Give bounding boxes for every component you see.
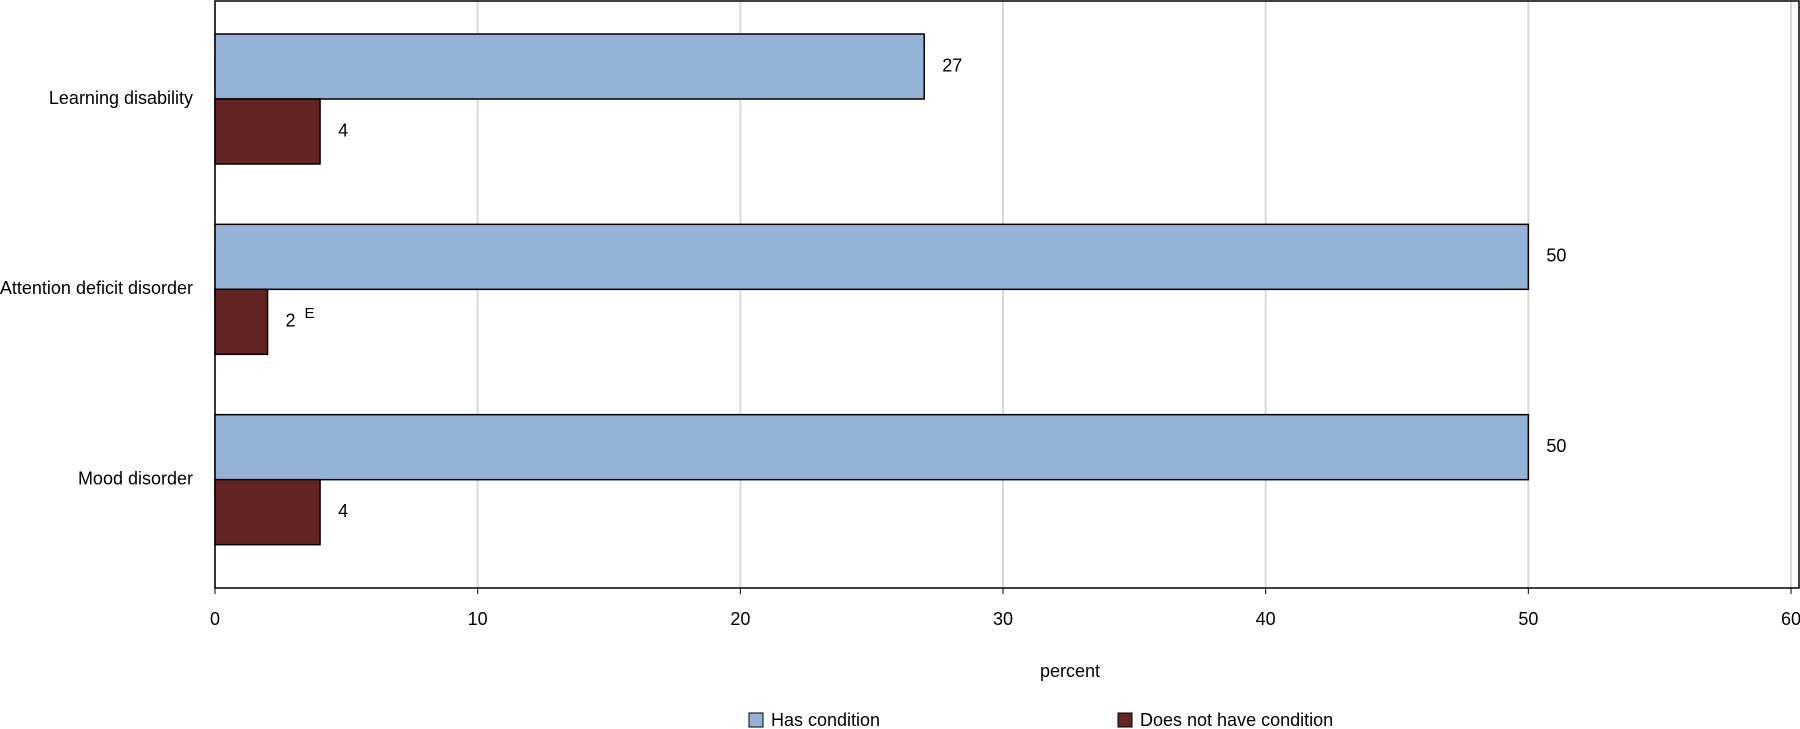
data-label: 27 — [942, 55, 962, 75]
legend-label: Has condition — [771, 710, 880, 729]
y-tick-label: Mood disorder — [78, 468, 193, 488]
x-axis-label: percent — [1040, 661, 1100, 681]
x-tick-label: 30 — [993, 609, 1013, 629]
data-label: 4 — [338, 501, 348, 521]
bar — [214, 478, 321, 546]
data-flag: E — [305, 305, 315, 322]
legend-label: Does not have condition — [1140, 710, 1333, 729]
x-tick-label: 50 — [1518, 609, 1538, 629]
bar — [214, 413, 1530, 481]
x-tick-label: 40 — [1256, 609, 1276, 629]
bar — [214, 98, 321, 165]
x-tick-label: 20 — [730, 609, 750, 629]
x-tick-label: 10 — [468, 609, 488, 629]
y-tick-label: Attention deficit disorder — [0, 278, 193, 298]
x-tick-label: 60 — [1781, 609, 1800, 629]
data-label: 4 — [338, 120, 348, 140]
y-tick-label: Learning disability — [49, 88, 193, 108]
data-label: 50 — [1546, 246, 1566, 266]
bar — [214, 33, 925, 100]
bar — [214, 223, 1530, 291]
legend-swatch — [1117, 712, 1133, 728]
data-label: 2 — [286, 311, 296, 331]
bar — [214, 288, 269, 356]
x-tick-label: 0 — [210, 609, 220, 629]
data-label: 50 — [1546, 436, 1566, 456]
legend-swatch — [748, 712, 764, 728]
